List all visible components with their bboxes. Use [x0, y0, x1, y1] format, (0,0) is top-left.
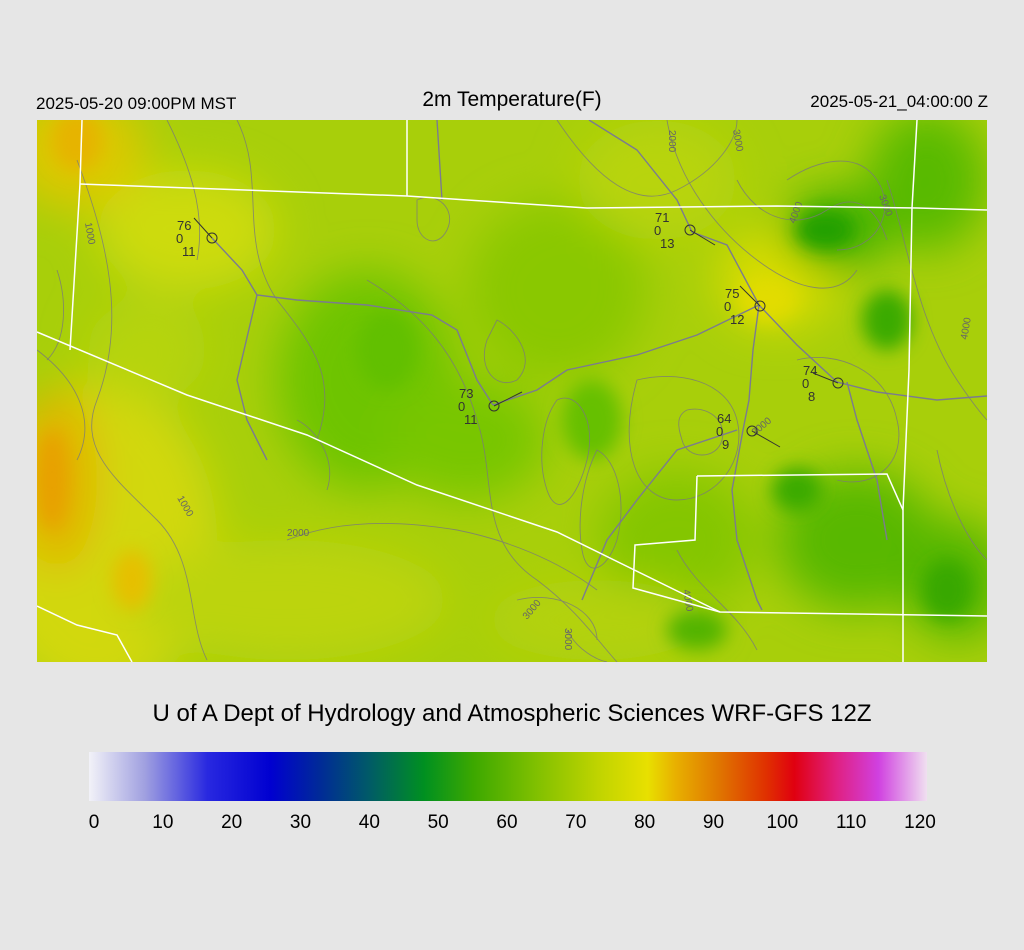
station-temperature: 75	[725, 286, 739, 301]
colorbar-tick-label: 80	[634, 812, 656, 833]
colorbar-tick-label: 70	[565, 812, 587, 833]
station-cloud-cover: 0	[176, 231, 183, 246]
credit-line: U of A Dept of Hydrology and Atmospheric…	[152, 700, 872, 727]
station-dewpoint: 8	[808, 389, 815, 404]
station-circle	[488, 400, 500, 412]
colorbar-tick-label: 40	[358, 812, 380, 833]
station-circle	[754, 300, 766, 312]
station-cloud-cover: 0	[716, 424, 723, 439]
colorbar-tick-label: 60	[496, 812, 518, 833]
station-temperature: 64	[717, 411, 731, 426]
contour-label: 2000	[666, 130, 677, 153]
temperature-shading	[37, 120, 987, 662]
station-cloud-cover: 0	[654, 223, 661, 238]
map-canvas: 1000 1000 2000 3000 3000 4000 2000 3000 …	[37, 120, 987, 662]
contour-label: 1000	[82, 222, 97, 246]
station-circle	[832, 377, 844, 389]
station-dewpoint: 11	[182, 244, 196, 259]
wind-barb	[751, 430, 781, 448]
colorbar-ticks: 0 10 20 30 40 50 60 70 80 90 100 110 120	[0, 812, 1024, 842]
station-circle	[206, 232, 218, 244]
station-dewpoint: 11	[464, 412, 478, 427]
station-circle	[684, 224, 696, 236]
local-time: 2025-05-20 09:00PM MST	[36, 94, 237, 113]
colorbar-tick-label: 90	[702, 812, 725, 833]
wind-barb	[193, 217, 213, 239]
temperature-map: 1000 1000 2000 3000 3000 4000 2000 3000 …	[37, 120, 987, 662]
colorbar-tick-label: 10	[152, 812, 174, 833]
wind-barb	[812, 372, 839, 384]
station-temperature: 73	[459, 386, 473, 401]
contour-label: 3000	[562, 628, 573, 651]
station-temperature: 71	[655, 210, 669, 225]
contour-label: 4000	[959, 316, 974, 340]
station-cloud-cover: 0	[458, 399, 465, 414]
station-dewpoint: 12	[730, 312, 744, 327]
temperature-colorbar	[89, 752, 927, 801]
station-cloud-cover: 0	[724, 299, 731, 314]
station-temperature: 76	[177, 218, 191, 233]
colorbar-tick-label: 120	[904, 812, 936, 833]
boundaries	[37, 120, 987, 662]
colorbar-tick-label: 30	[289, 812, 312, 833]
wind-barb	[493, 391, 523, 407]
temperature-detail	[37, 120, 972, 650]
utc-time: 2025-05-21_04:00:00 Z	[810, 92, 988, 111]
wind-barb	[689, 229, 716, 246]
contour-label: 3000	[730, 129, 745, 153]
map-title: 2m Temperature(F)	[422, 88, 602, 111]
colorbar-tick-label: 100	[766, 812, 799, 833]
station-circle	[746, 425, 758, 437]
colorbar-tick-label: 110	[836, 812, 867, 833]
colorbar-tick-label: 50	[427, 812, 449, 833]
colorbar-tick-label: 20	[221, 812, 243, 833]
contour-label: 2000	[287, 528, 310, 539]
colorbar-gradient	[89, 752, 927, 801]
station-dewpoint: 9	[722, 437, 729, 452]
colorbar-tick-label: 0	[88, 812, 100, 833]
wind-barb	[739, 285, 761, 307]
station-temperature: 74	[803, 363, 817, 378]
station-dewpoint: 13	[660, 236, 674, 251]
station-cloud-cover: 0	[802, 376, 809, 391]
